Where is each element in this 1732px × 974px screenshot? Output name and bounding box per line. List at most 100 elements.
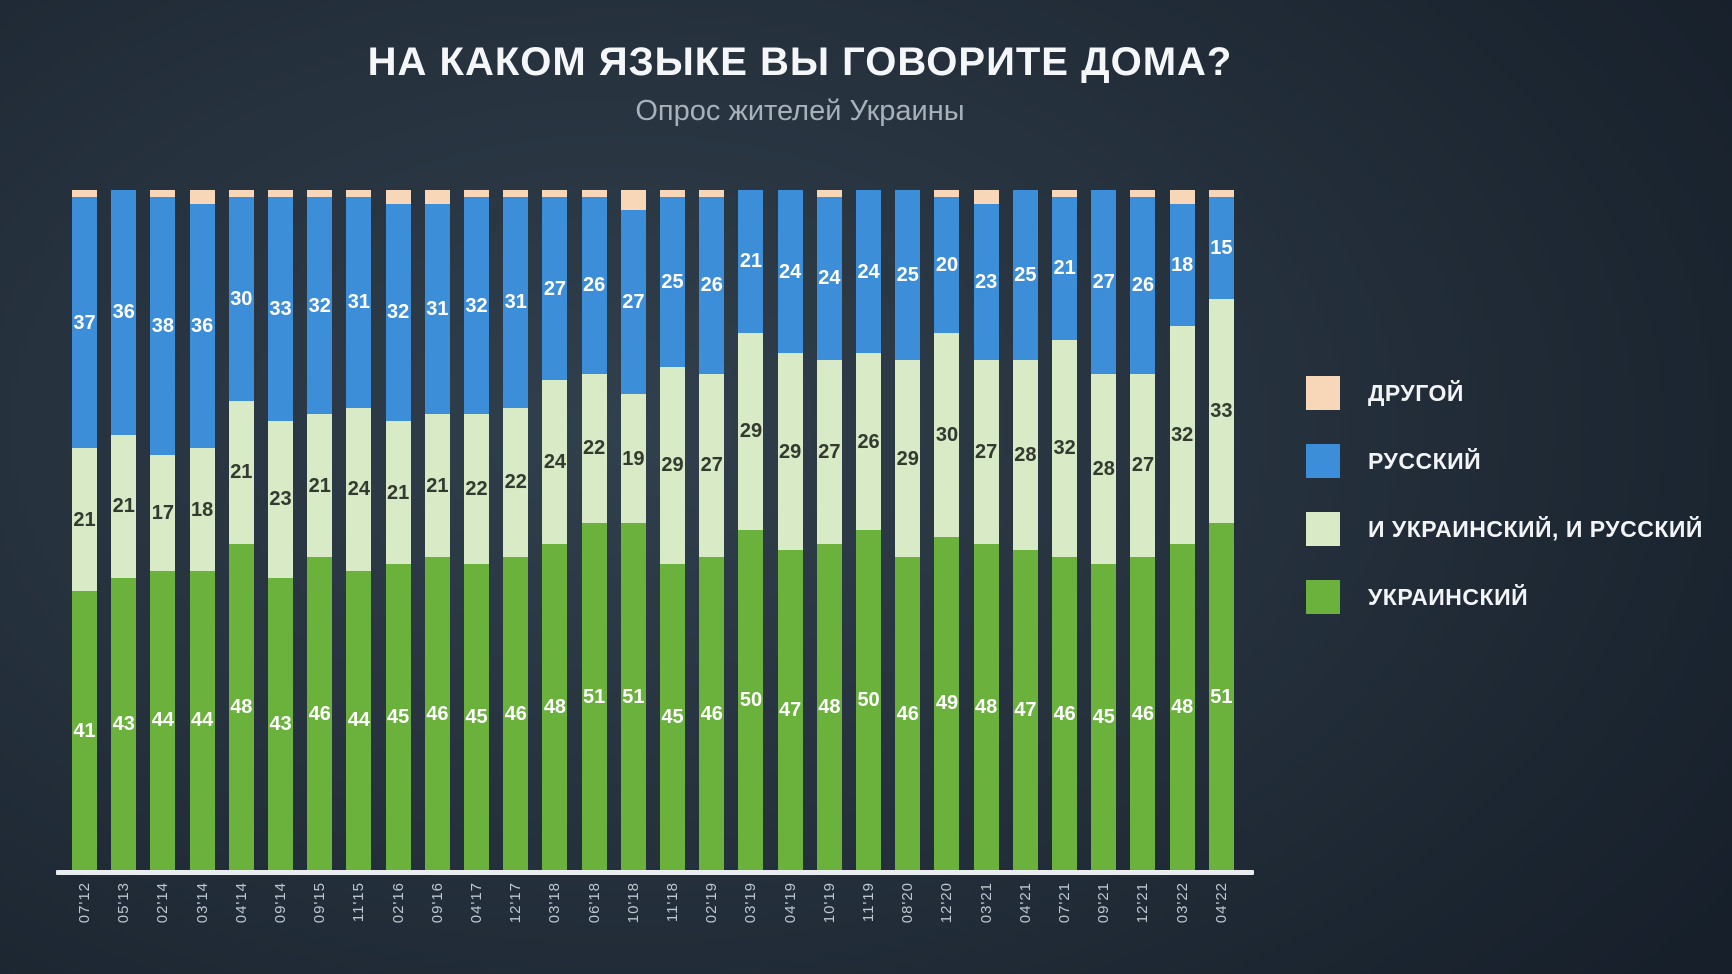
stacked-bar-chart: 37 21 41 36 21 43 38 17 44 36 18 44 30 21 48 33 23 43 32 21…: [72, 190, 1234, 870]
segment-value-label: 46: [426, 702, 449, 725]
segment-value-label: 45: [1092, 705, 1115, 728]
segment-value-label: 51: [622, 685, 645, 708]
bar-segment-украинский: 50: [738, 529, 764, 870]
bar-segment-русский: 21: [738, 190, 764, 333]
segment-value-label: 43: [269, 712, 292, 735]
bar-segment-русский: 31: [424, 203, 450, 415]
x-axis-tick: 03'18: [542, 882, 567, 923]
bar-segment-украинский: 47: [777, 550, 803, 870]
bar: 18 32 48: [1169, 190, 1195, 870]
bar: 27 19 51: [620, 190, 646, 870]
segment-value-label: 27: [818, 440, 841, 463]
segment-value-label: 24: [779, 260, 802, 283]
bar-segment-и-украинский-и-русский: 22: [464, 414, 490, 564]
segment-value-label: 43: [112, 712, 135, 735]
bar: 21 29 50: [738, 190, 764, 870]
x-axis-tick: 11'18: [660, 882, 685, 923]
bar-segment-украинский: 51: [581, 523, 607, 870]
bar-segment-и-украинский-и-русский: 27: [1130, 373, 1156, 558]
segment-value-label: 47: [1014, 699, 1037, 722]
bar-segment-и-украинский-и-русский: 30: [934, 332, 960, 537]
bar: 32 21 45: [385, 190, 411, 870]
bar-segment-и-украинский-и-русский: 29: [777, 353, 803, 551]
bar-segment-украинский: 51: [1208, 523, 1234, 870]
x-axis-label: 06'18: [585, 882, 603, 924]
bar-segment-русский: 24: [856, 190, 882, 354]
x-axis-tick: 12'20: [934, 882, 959, 923]
segment-value-label: 29: [661, 454, 684, 477]
segment-value-label: 44: [190, 709, 214, 732]
header: НА КАКОМ ЯЗЫКЕ ВЫ ГОВОРИТЕ ДОМА? Опрос ж…: [0, 40, 1600, 128]
segment-value-label: 23: [975, 270, 998, 293]
bar-segment-украинский: 44: [150, 570, 176, 870]
bar-segment-русский: 32: [385, 203, 411, 422]
segment-value-label: 48: [818, 695, 841, 718]
bar-segment-украинский: 45: [464, 563, 490, 870]
bar-segment-и-украинский-и-русский: 32: [1052, 339, 1078, 558]
bar: 30 21 48: [228, 190, 254, 870]
segment-value-label: 22: [583, 437, 606, 460]
bar-segment-и-украинский-и-русский: 29: [738, 332, 764, 530]
bar-segment-русский: 23: [973, 203, 999, 360]
segment-value-label: 50: [857, 688, 880, 711]
x-axis-label: 12'17: [507, 882, 525, 924]
bar-segment-другой: [228, 190, 254, 197]
x-axis-tick: 10'19: [817, 882, 842, 923]
x-axis-tick: 09'14: [268, 882, 293, 923]
x-axis-tick: 03'19: [738, 882, 763, 923]
x-axis-tick: 12'21: [1130, 882, 1155, 923]
bar: 27 24 48: [542, 190, 568, 870]
bar-segment-и-украинский-и-русский: 21: [424, 414, 450, 558]
legend-swatch: [1306, 512, 1340, 546]
x-axis-tick: 05'13: [111, 882, 136, 923]
bar-segment-русский: 25: [660, 196, 686, 367]
segment-value-label: 46: [308, 702, 331, 725]
x-axis-tick: 07'12: [72, 882, 97, 923]
x-axis-label: 03'22: [1173, 882, 1191, 924]
bar-segment-и-украинский-и-русский: 28: [1012, 360, 1038, 551]
x-axis-tick: 10'18: [621, 882, 646, 923]
segment-value-label: 46: [896, 702, 919, 725]
segment-value-label: 18: [1171, 253, 1194, 276]
segment-value-label: 45: [387, 705, 410, 728]
x-axis-tick: 09'21: [1091, 882, 1116, 923]
legend-item: И УКРАИНСКИЙ, И РУССКИЙ: [1306, 512, 1703, 546]
bar-segment-и-украинский-и-русский: 24: [542, 380, 568, 544]
segment-value-label: 31: [504, 291, 527, 314]
segment-value-label: 27: [975, 440, 998, 463]
x-axis-label: 03'14: [193, 882, 211, 924]
legend: ДРУГОЙ РУССКИЙ И УКРАИНСКИЙ, И РУССКИЙ УКРА…: [1306, 376, 1703, 648]
x-axis-label: 04'22: [1212, 882, 1230, 924]
bar-segment-и-украинский-и-русский: 32: [1169, 325, 1195, 544]
bar-segment-и-украинский-и-русский: 24: [346, 407, 372, 571]
segment-value-label: 27: [1131, 454, 1155, 477]
bar-segment-украинский: 45: [385, 563, 411, 870]
chart-subtitle: Опрос жителей Украины: [635, 95, 965, 127]
x-axis-label: 12'20: [938, 882, 956, 924]
legend-item: УКРАИНСКИЙ: [1306, 580, 1703, 614]
bar-segment-украинский: 44: [346, 570, 372, 870]
bar-segment-украинский: 46: [503, 557, 529, 870]
bar-segment-другой: [150, 190, 176, 197]
bar-segment-и-украинский-и-русский: 21: [307, 414, 333, 558]
segment-value-label: 37: [73, 311, 96, 334]
bar: 32 22 45: [464, 190, 490, 870]
x-axis-label: 03'19: [742, 882, 760, 924]
segment-value-label: 19: [622, 447, 645, 470]
segment-value-label: 23: [269, 488, 292, 511]
x-axis-label: 09'15: [311, 882, 329, 924]
segment-value-label: 20: [935, 253, 959, 276]
bar-segment-другой: [503, 190, 529, 197]
bar-segment-другой: [464, 190, 490, 197]
bar-segment-другой: [581, 190, 607, 197]
x-axis-label: 08'20: [899, 882, 917, 924]
bar-segment-и-украинский-и-русский: 33: [1208, 298, 1234, 524]
x-axis-tick: 03'21: [974, 882, 999, 923]
x-axis-label: 05'13: [115, 882, 133, 924]
bar-segment-украинский: 43: [111, 577, 137, 870]
legend-swatch: [1306, 376, 1340, 410]
x-axis-label: 11'15: [350, 882, 368, 923]
legend-label: ДРУГОЙ: [1368, 379, 1464, 406]
bar-segment-украинский: 46: [424, 557, 450, 870]
